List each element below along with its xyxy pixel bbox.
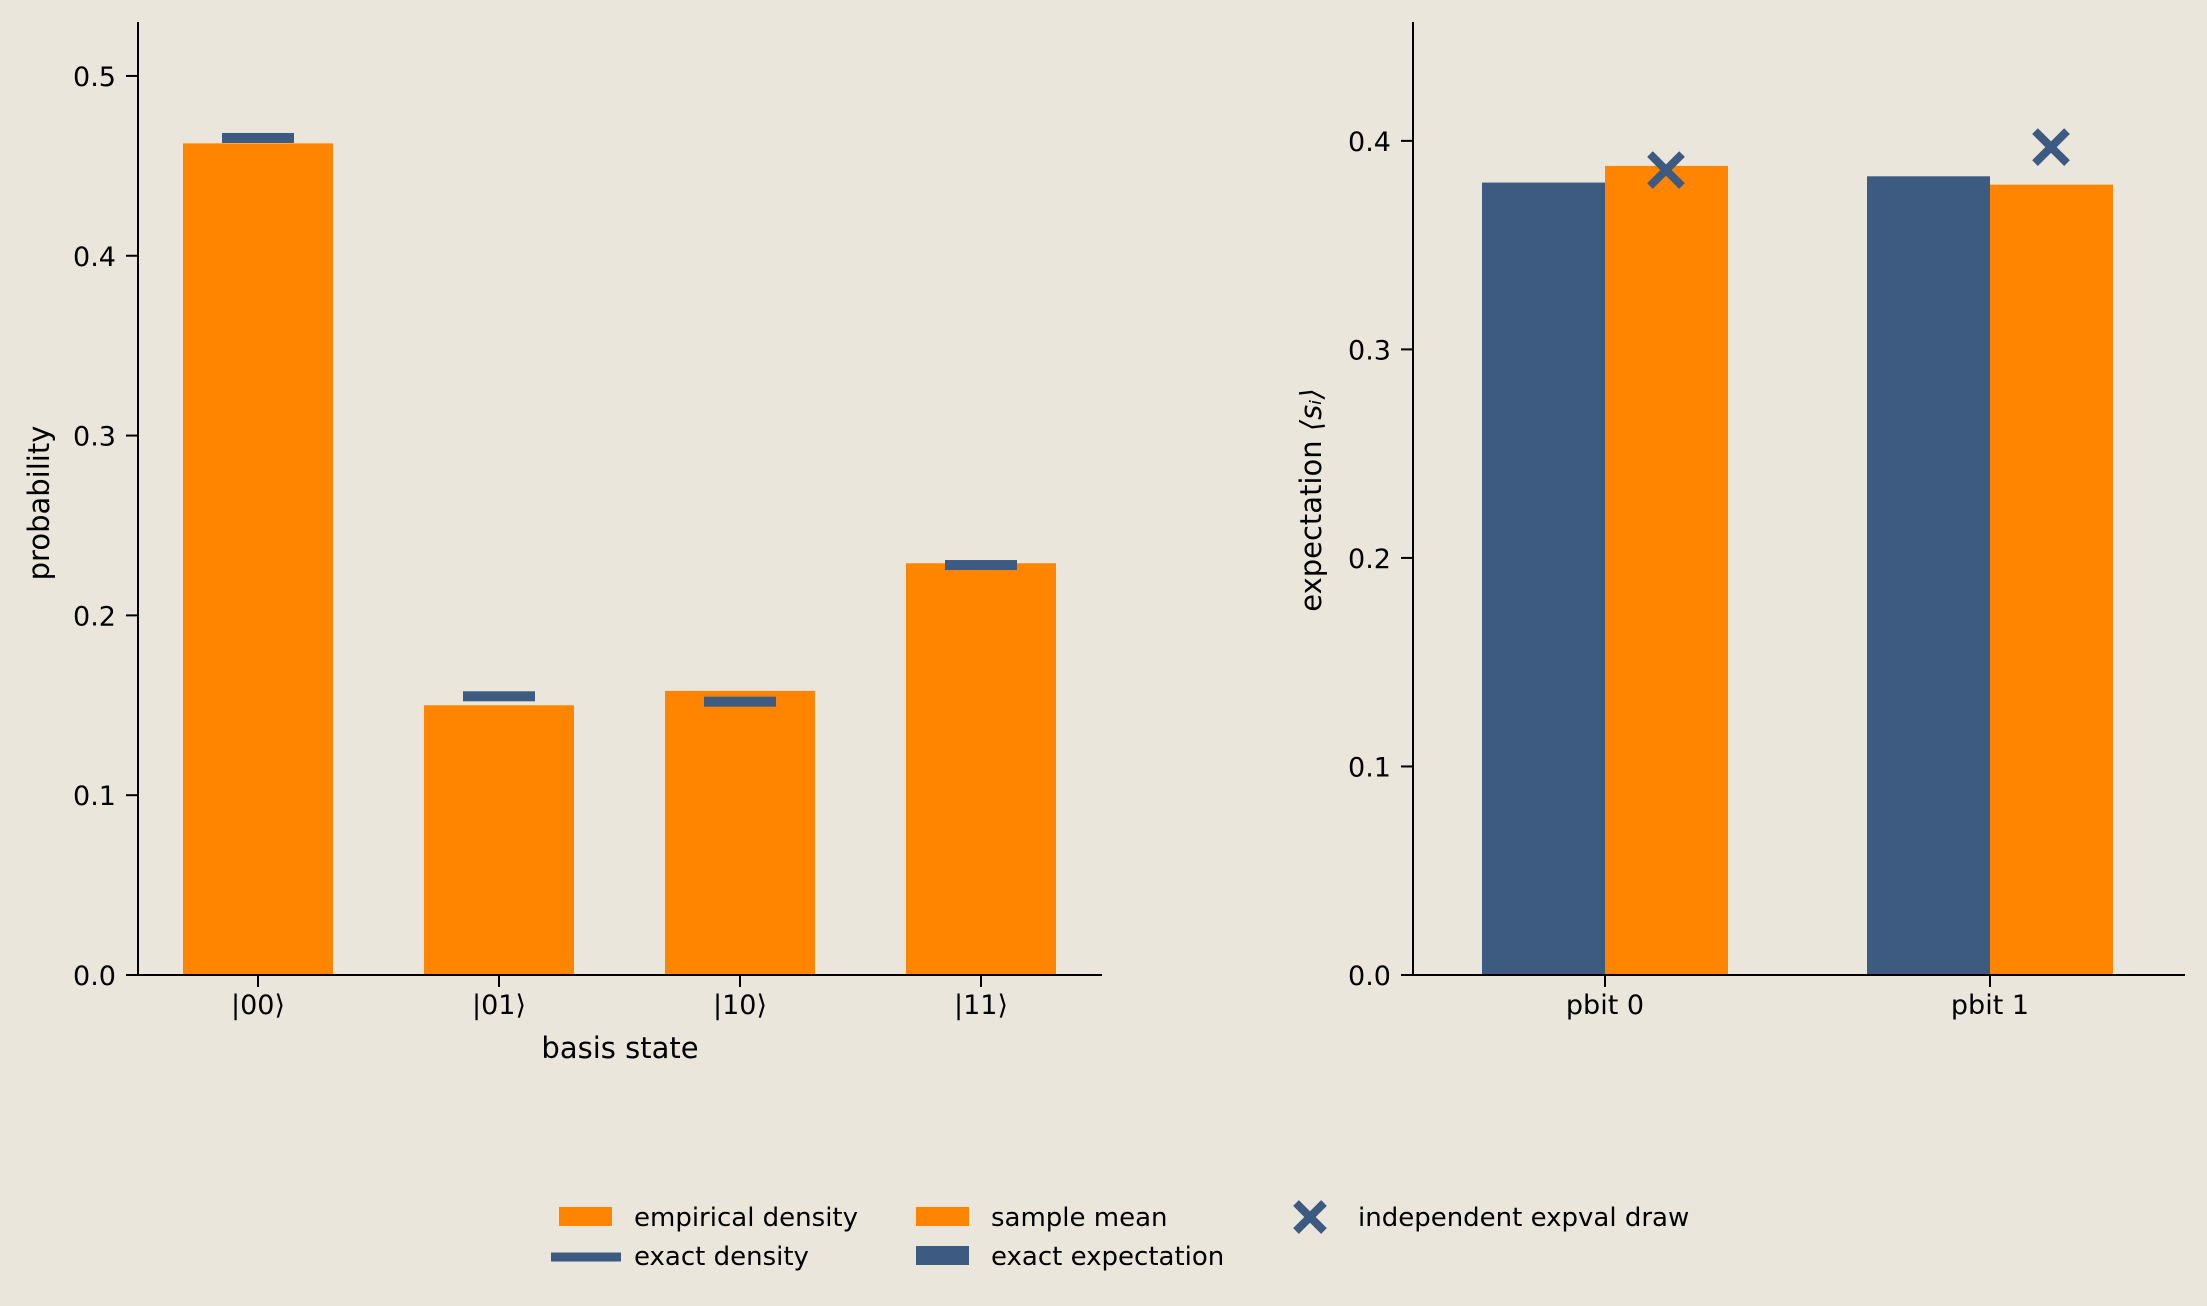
y-tick-label: 0.1: [1348, 752, 1391, 783]
x-axis-ticks: pbit 0 pbit 1: [1566, 975, 2029, 1021]
x-tick-label: pbit 0: [1566, 990, 1644, 1021]
bar-exact-expectation: [1482, 182, 1605, 976]
expectation-chart: 0.0 0.1 0.2 0.3 0.4 pbit 0 pbit 1 expectation…: [1294, 22, 2185, 1021]
bar-empirical-density: [424, 705, 574, 975]
x-tick-label: |11⟩: [954, 990, 1008, 1021]
marker-independent-expval-draw: [2032, 128, 2070, 166]
legend-swatch-exact-expectation: [916, 1246, 969, 1265]
legend-swatch-empirical-density: [559, 1207, 612, 1226]
legend: empirical density exact density sample m…: [551, 1200, 1689, 1272]
bar-empirical-density: [183, 143, 333, 976]
legend-swatch-sample-mean: [916, 1207, 969, 1226]
marker-exact-density: [704, 696, 776, 707]
x-axis-label: basis state: [541, 1031, 698, 1065]
legend-label-exact-expectation: exact expectation: [991, 1242, 1224, 1272]
y-axis-ticks: 0.0 0.1 0.2 0.3 0.4 0.5: [73, 62, 138, 992]
y-tick-label: 0.2: [1348, 544, 1391, 575]
legend-swatch-independent-expval-draw: [1293, 1200, 1327, 1234]
bar-sample-mean: [1990, 184, 2113, 976]
legend-label-sample-mean: sample mean: [991, 1203, 1168, 1233]
bar-empirical-density: [906, 563, 1056, 975]
empirical-density-bars: [183, 143, 1056, 976]
x-tick-label: |10⟩: [713, 990, 767, 1021]
x-axis-ticks: |00⟩ |01⟩ |10⟩ |11⟩: [231, 975, 1008, 1021]
y-axis-ticks: 0.0 0.1 0.2 0.3 0.4: [1348, 127, 1413, 992]
expectation-bars: [1482, 165, 2113, 976]
y-tick-label: 0.1: [73, 781, 116, 812]
y-tick-label: 0.0: [73, 961, 116, 992]
y-tick-label: 0.5: [73, 62, 116, 93]
y-axis-label: expectation ⟨sᵢ⟩: [1294, 388, 1328, 612]
y-axis-label: probability: [22, 426, 56, 581]
x-tick-label: pbit 1: [1951, 990, 2029, 1021]
x-tick-label: |00⟩: [231, 990, 285, 1021]
y-tick-label: 0.3: [1348, 335, 1391, 366]
exact-density-markers: [222, 132, 1017, 707]
y-tick-label: 0.4: [73, 242, 116, 273]
bar-empirical-density: [665, 690, 815, 975]
y-tick-label: 0.3: [73, 422, 116, 453]
bar-exact-expectation: [1867, 176, 1990, 976]
probability-chart: 0.0 0.1 0.2 0.3 0.4 0.5 |00⟩ |01⟩ |10⟩ |11⟩ basi…: [22, 22, 1102, 1065]
marker-exact-density: [945, 560, 1017, 571]
y-tick-label: 0.4: [1348, 127, 1391, 158]
independent-draw-markers: [1647, 128, 2070, 189]
y-tick-label: 0.2: [73, 601, 116, 632]
legend-label-independent-expval-draw: independent expval draw: [1358, 1203, 1689, 1233]
y-tick-label: 0.0: [1348, 961, 1391, 992]
bar-sample-mean: [1605, 165, 1728, 975]
marker-independent-expval-draw: [1647, 151, 1685, 189]
x-tick-label: |01⟩: [472, 990, 526, 1021]
legend-label-empirical-density: empirical density: [634, 1203, 858, 1233]
legend-label-exact-density: exact density: [634, 1242, 809, 1272]
marker-exact-density: [222, 132, 294, 143]
marker-exact-density: [463, 691, 535, 702]
